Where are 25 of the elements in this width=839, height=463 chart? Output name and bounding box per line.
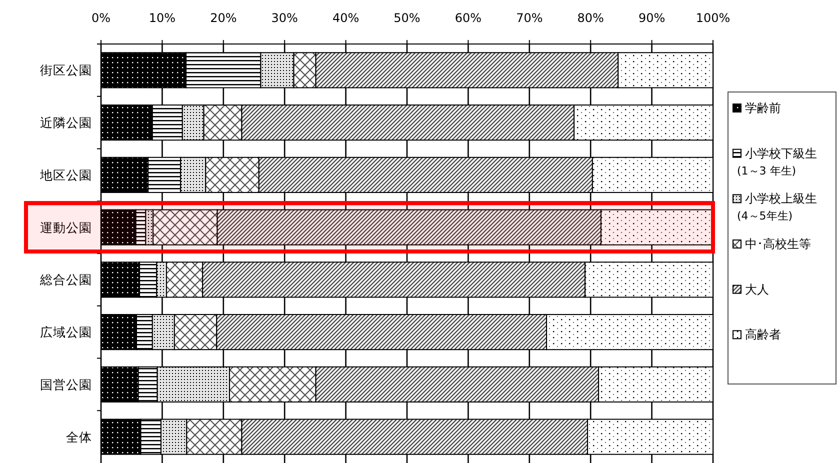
y-tick-label: 近隣公園 <box>40 115 92 130</box>
x-tick-label: 50% <box>394 11 420 25</box>
x-tick-label: 30% <box>271 11 298 25</box>
legend-label: 小学校下級生 (1～3 年生) <box>737 146 817 178</box>
y-tick-label: 街区公園 <box>40 62 92 78</box>
y-tick-label: 総合公園 <box>39 272 92 288</box>
y-tick-label: 運動公園 <box>40 220 92 235</box>
x-tick-label: 70% <box>516 11 543 25</box>
y-tick-label: 地区公園 <box>39 167 92 182</box>
x-tick-label: 90% <box>638 11 666 25</box>
x-tick-label: 40% <box>332 11 360 25</box>
legend-label: 中･高校生等 <box>745 237 811 251</box>
legend-label: 高齢者 <box>745 328 781 342</box>
x-tick-label: 10% <box>148 11 176 25</box>
x-tick-label: 80% <box>577 11 604 25</box>
x-tick-label: 60% <box>454 11 482 25</box>
legend-label: 大人 <box>745 282 769 296</box>
y-tick-label: 国営公園 <box>40 376 92 392</box>
legend-label: 小学校上級生 (4～5年生) <box>737 192 817 223</box>
x-tick-label: 20% <box>210 11 237 25</box>
legend-label: 学齢前 <box>745 101 781 115</box>
y-tick-label: 全体 <box>66 429 92 444</box>
x-tick-label: 0% <box>91 11 111 25</box>
y-tick-label: 広域公園 <box>40 324 92 340</box>
x-tick-label: 100% <box>696 11 730 25</box>
